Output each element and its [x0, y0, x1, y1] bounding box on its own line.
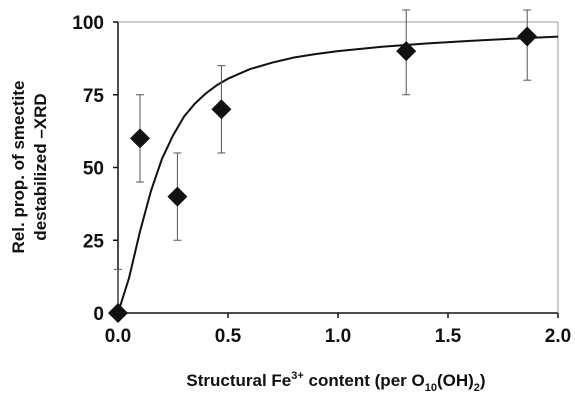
data-point-0 — [108, 303, 128, 323]
data-point-2 — [167, 186, 188, 207]
x-tick-label: 1.5 — [435, 326, 462, 347]
x-tick-label: 2.0 — [545, 326, 571, 347]
data-point-4 — [396, 41, 417, 62]
y-axis-label-line2: destabilized –XRD — [31, 93, 50, 240]
y-axis-label-line1: Rel. prop. of smectite — [9, 81, 28, 254]
y-tick-label: 25 — [83, 231, 105, 252]
x-tick-label: 1.0 — [325, 326, 351, 347]
data-point-5 — [517, 26, 538, 47]
x-tick-label: 0.0 — [105, 326, 131, 347]
fit-curve — [117, 35, 559, 314]
x-tick-label: 0.5 — [215, 326, 242, 347]
y-tick-label: 75 — [83, 86, 105, 107]
y-tick-label: 50 — [83, 159, 104, 180]
y-tick-label: 0 — [93, 304, 104, 325]
x-axis-label: Structural Fe3+ content (per O10(OH)2) — [186, 370, 485, 394]
data-point-1 — [130, 128, 150, 149]
data-point-3 — [211, 99, 232, 120]
y-tick-label: 100 — [72, 13, 104, 34]
